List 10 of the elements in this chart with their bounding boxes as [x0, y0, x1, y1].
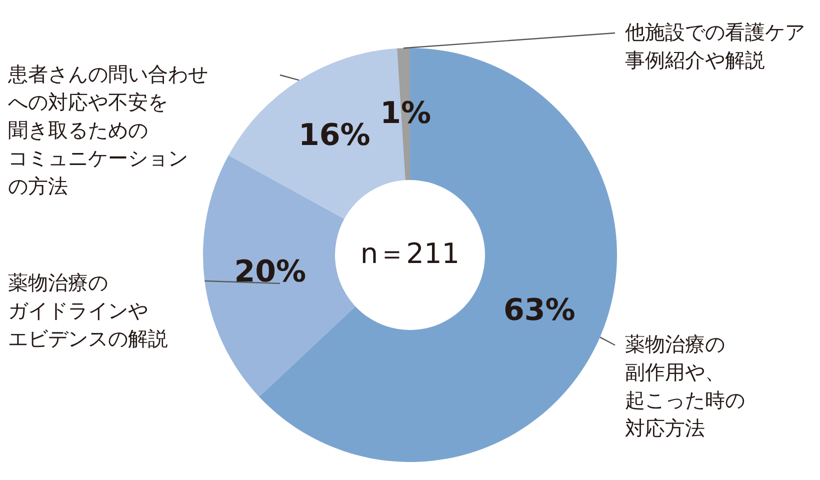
slice-label: 患者さんの問い合わせへの対応や不安を聞き取るためのコミュニケーションの方法 — [7, 62, 208, 198]
data-label: 1% — [380, 96, 432, 132]
data-label: 16% — [298, 118, 370, 153]
data-label: 20% — [234, 254, 306, 290]
slice-label: 薬物治療のガイドラインやエビデンスの解説 — [8, 270, 168, 350]
donut-slice — [203, 155, 356, 397]
slice-label: 他施設での看護ケア事例紹介や解説 — [625, 20, 805, 72]
text: n＝211 — [360, 237, 460, 270]
data-label: 63% — [503, 293, 576, 328]
slice-label: 薬物治療の副作用や、起こった時の対応方法 — [625, 332, 745, 440]
